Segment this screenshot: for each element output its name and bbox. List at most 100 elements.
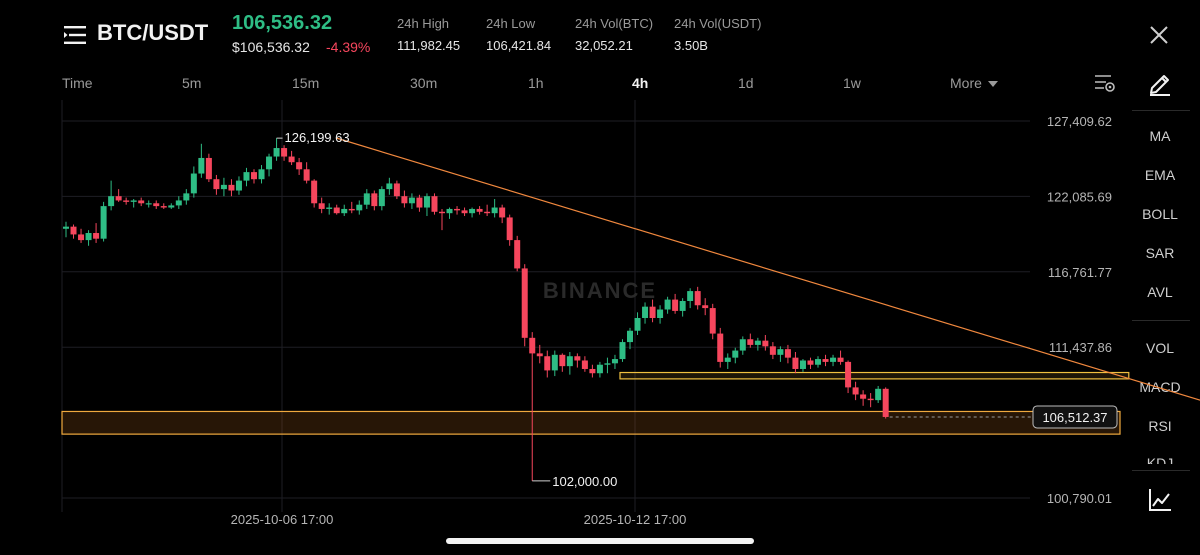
- high-annotation: 126,199.63: [285, 130, 350, 145]
- candle-body: [85, 233, 92, 241]
- current-price-box: [1032, 405, 1118, 429]
- candle-body: [875, 388, 882, 401]
- candle-body: [100, 206, 107, 239]
- tab-1d[interactable]: 1d: [738, 75, 754, 91]
- tab-15m[interactable]: 15m: [292, 75, 320, 91]
- candle-body: [220, 184, 227, 190]
- candle-body: [70, 226, 77, 235]
- menu-icon[interactable]: [64, 26, 88, 44]
- close-icon[interactable]: [1148, 24, 1170, 46]
- candle-body: [333, 207, 340, 214]
- candle-body: [672, 299, 679, 311]
- candle-body: [566, 356, 573, 367]
- chevron-down-icon: [987, 81, 998, 88]
- candle-body: [160, 206, 167, 208]
- y-tick-label: 100,790.01: [1047, 491, 1112, 506]
- candle-body: [769, 346, 776, 355]
- candle-body: [469, 208, 476, 214]
- candle-body: [401, 196, 408, 204]
- tab-1h[interactable]: 1h: [528, 75, 544, 91]
- candle-body: [687, 291, 694, 301]
- tool-rsi[interactable]: RSI: [1148, 418, 1172, 434]
- candle-body: [694, 291, 701, 306]
- tool-ema[interactable]: EMA: [1144, 167, 1176, 183]
- low-annotation: 102,000.00: [552, 474, 617, 489]
- stat-24h-high-value: 111,982.45: [397, 38, 461, 53]
- chart-grid: [61, 100, 1030, 512]
- tool-kdj[interactable]: KDJ: [1146, 455, 1174, 464]
- candle-body: [724, 357, 731, 362]
- candle-body: [845, 361, 852, 388]
- current-price-label: 106,512.37: [1042, 410, 1107, 425]
- candle-body: [371, 193, 378, 207]
- candle-body: [318, 203, 325, 209]
- pencil-icon[interactable]: [1148, 70, 1172, 96]
- chart-icon[interactable]: [1148, 488, 1172, 512]
- candle-body: [281, 148, 288, 157]
- candle-body: [867, 398, 874, 401]
- stat-24h-high-label: 24h High: [397, 16, 450, 31]
- tool-sar[interactable]: SAR: [1145, 245, 1175, 261]
- candle-body: [378, 189, 385, 207]
- support-zone-upper: [619, 371, 1130, 380]
- tool-divider: [1132, 470, 1190, 471]
- tool-avl[interactable]: AVL: [1147, 284, 1173, 300]
- candle-body: [717, 333, 724, 362]
- x-tick-label: 2025-10-06 17:00: [231, 512, 334, 527]
- chart-drawings: [336, 137, 1200, 418]
- candle-body: [183, 193, 190, 201]
- candle-body: [529, 337, 536, 354]
- candle-body: [138, 200, 145, 204]
- candle-body: [499, 207, 506, 218]
- candle-body: [739, 339, 746, 351]
- tool-vol[interactable]: VOL: [1145, 340, 1174, 356]
- candle-body: [439, 211, 445, 214]
- candle-body: [461, 210, 468, 214]
- candle-body: [311, 180, 318, 204]
- tab-5m[interactable]: 5m: [182, 75, 202, 91]
- candle-body: [649, 306, 656, 318]
- candle-body: [386, 183, 393, 190]
- candle-body: [762, 340, 769, 347]
- trendline: [336, 137, 1200, 401]
- tab-1w[interactable]: 1w: [843, 75, 861, 91]
- candle-body: [423, 196, 430, 208]
- y-tick-label: 116,761.77: [1048, 265, 1112, 280]
- tool-boll[interactable]: BOLL: [1142, 206, 1178, 222]
- candle-body: [596, 364, 603, 374]
- candle-body: [408, 197, 415, 204]
- tab-time[interactable]: Time: [62, 75, 93, 91]
- tab-more-label: More: [950, 75, 982, 91]
- trading-pair[interactable]: BTC/USDT: [97, 20, 209, 45]
- candle-body: [228, 184, 235, 191]
- candle-body: [296, 162, 303, 170]
- candle-body: [363, 193, 370, 205]
- tab-4h[interactable]: 4h: [632, 75, 649, 91]
- stat-24h-vol-btc-value: 32,052.21: [575, 38, 633, 53]
- candle-body: [815, 359, 821, 365]
- candle-body: [235, 180, 242, 191]
- tab-more[interactable]: More: [950, 75, 998, 91]
- settings-icon[interactable]: [1094, 73, 1116, 93]
- candle-body: [777, 349, 784, 355]
- candle-body: [454, 208, 461, 211]
- tab-30m[interactable]: 30m: [410, 75, 438, 91]
- candle-body: [514, 240, 521, 269]
- candle-body: [581, 360, 588, 369]
- candle-body: [251, 172, 257, 180]
- tool-divider: [1132, 320, 1190, 321]
- stat-24h-low-label: 24h Low: [486, 16, 536, 31]
- candle-body: [198, 157, 205, 174]
- candle-body: [243, 172, 250, 181]
- candle-body: [784, 349, 791, 358]
- support-zones: [61, 371, 1130, 435]
- candle-body: [611, 359, 618, 364]
- candle-body: [416, 197, 423, 208]
- candle-body: [484, 211, 491, 214]
- candlestick-series: [63, 138, 889, 481]
- tool-ma[interactable]: MA: [1149, 128, 1171, 144]
- candle-body: [792, 357, 799, 369]
- stat-24h-vol-usdt-value: 3.50B: [674, 38, 708, 53]
- price-change-percent: -4.39%: [326, 39, 371, 55]
